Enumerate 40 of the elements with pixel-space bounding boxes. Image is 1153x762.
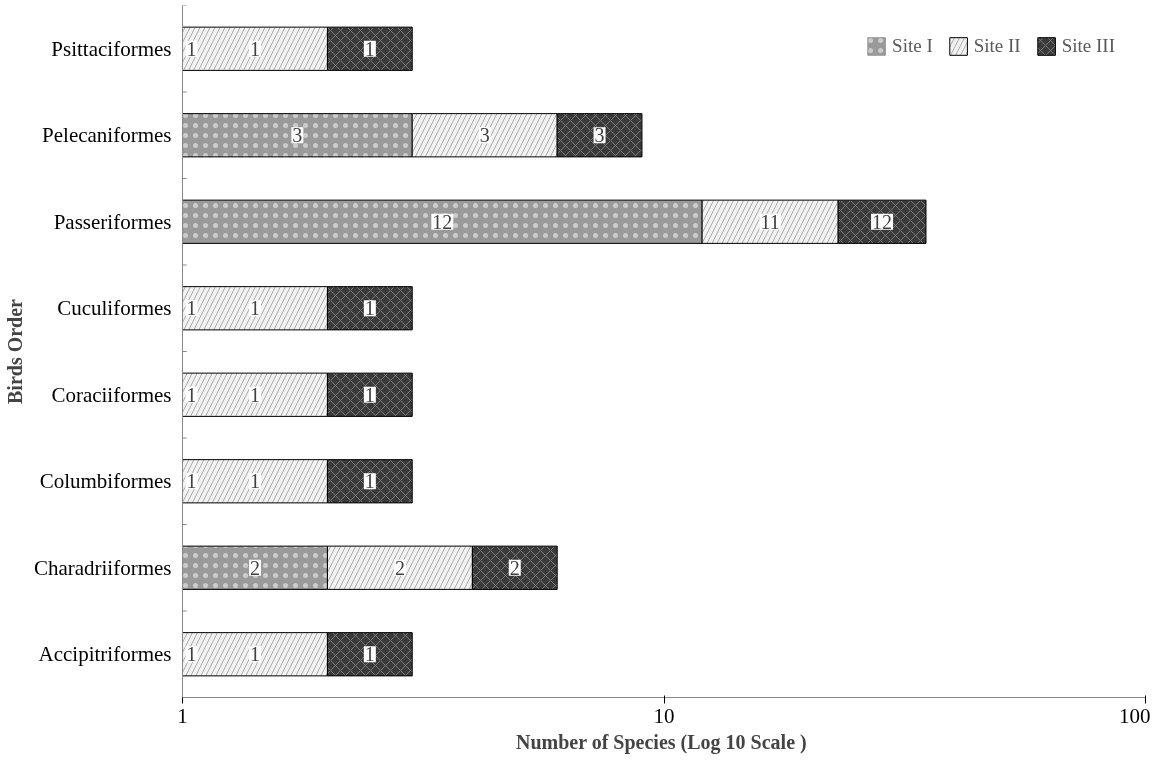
y-tick-label: Charadriiformes (33, 555, 172, 580)
x-axis-title: Number of Species (Log 10 Scale ) (515, 730, 807, 754)
y-tick-label: Psittaciformes (51, 36, 172, 61)
y-tick-label: Pelecaniformes (42, 123, 172, 148)
y-tick-label: Coraciiformes (51, 382, 172, 407)
legend-label: Site I (892, 35, 933, 57)
data-label: 3 (594, 124, 605, 147)
data-label: 12 (432, 210, 453, 233)
y-tick-label: Cuculiformes (57, 296, 172, 321)
data-label: 1 (249, 383, 260, 406)
data-label: 1 (186, 643, 197, 666)
x-tick-label: 10 (653, 703, 675, 728)
legend-label: Site III (1061, 35, 1115, 57)
data-label: 1 (249, 643, 260, 666)
data-label: 12 (872, 210, 893, 233)
data-label: 1 (186, 383, 197, 406)
legend-label: Site II (973, 35, 1021, 57)
y-tick-label: Passeriformes (53, 209, 172, 234)
data-label: 1 (364, 643, 375, 666)
data-label: 1 (364, 37, 375, 60)
data-label: 1 (364, 470, 375, 493)
data-label: 1 (186, 297, 197, 320)
data-label: 11 (760, 210, 780, 233)
y-axis-title: Birds Order (3, 298, 26, 404)
y-tick-label: Columbiformes (39, 469, 172, 494)
y-tick-label: Accipitriformes (38, 642, 172, 667)
data-label: 1 (364, 383, 375, 406)
data-label: 1 (186, 37, 197, 60)
data-label: 3 (292, 124, 303, 147)
x-tick-label: 100 (1119, 703, 1151, 728)
data-label: 1 (364, 297, 375, 320)
data-label: 1 (186, 470, 197, 493)
data-label: 2 (249, 556, 260, 579)
data-label: 2 (509, 556, 520, 579)
x-tick-label: 1 (177, 703, 188, 728)
data-label: 1 (249, 470, 260, 493)
data-label: 1 (249, 37, 260, 60)
data-label: 3 (479, 124, 490, 147)
data-label: 1 (249, 297, 260, 320)
data-label: 2 (394, 556, 405, 579)
